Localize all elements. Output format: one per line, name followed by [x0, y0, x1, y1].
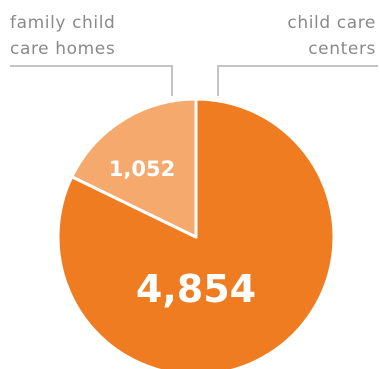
slice-value-child-care-centers: 4,854 — [136, 267, 256, 311]
leader-line-child-care-centers — [217, 65, 378, 96]
slice-name-family-child-care-homes-line-1: family child — [10, 13, 115, 33]
slice-value-family-child-care-homes: 1,052 — [109, 157, 175, 181]
pie-slices — [56, 97, 336, 369]
slice-name-child-care-centers-line-2: centers — [308, 39, 376, 59]
slice-name-child-care-centers-line-1: child care — [287, 13, 376, 33]
slice-name-family-child-care-homes-line-2: care homes — [10, 39, 115, 59]
pie-slice-family-child-care-homes — [70, 97, 198, 239]
leader-lines — [10, 65, 378, 96]
leader-line-family-child-care-homes — [10, 65, 173, 96]
